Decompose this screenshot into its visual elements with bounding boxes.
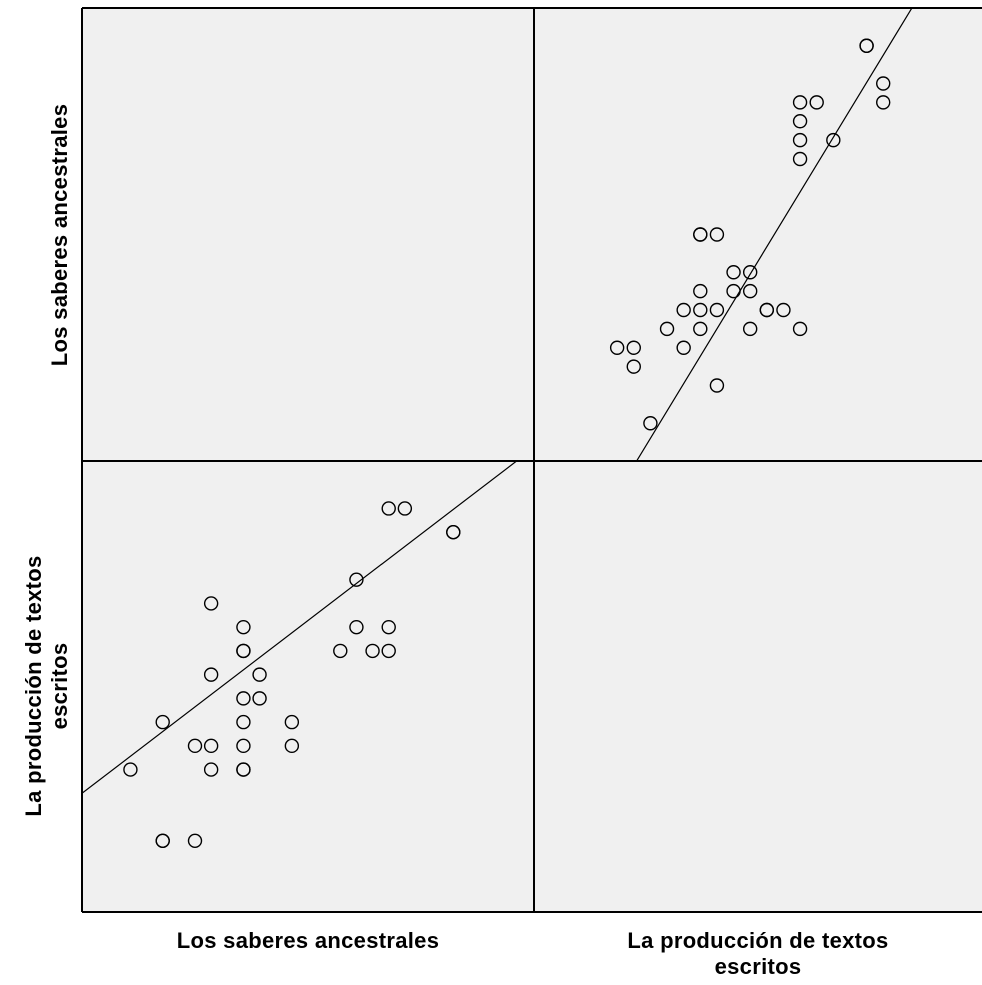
- data-point: [759, 302, 775, 318]
- data-point: [381, 619, 396, 635]
- data-point: [792, 321, 808, 337]
- data-point: [676, 340, 691, 355]
- panel-grid: [81, 7, 982, 913]
- data-point: [609, 340, 625, 355]
- data-point: [381, 501, 396, 516]
- data-point: [123, 762, 138, 777]
- data-point: [284, 738, 300, 754]
- data-point: [792, 95, 808, 110]
- data-point: [236, 643, 251, 659]
- fit-line: [82, 461, 518, 794]
- data-point: [203, 596, 219, 611]
- data-point: [155, 833, 170, 848]
- y-axis-label-2-line2: escritos: [47, 643, 72, 730]
- data-point: [792, 132, 808, 148]
- data-point: [709, 227, 725, 242]
- data-point: [659, 321, 675, 337]
- data-point: [876, 76, 891, 91]
- data-point: [626, 340, 641, 355]
- data-point: [349, 572, 364, 587]
- data-point: [742, 321, 758, 337]
- data-point: [236, 738, 251, 754]
- data-point: [826, 132, 841, 148]
- data-point: [693, 302, 708, 318]
- data-point: [809, 95, 824, 110]
- data-point: [709, 302, 725, 318]
- x-axis-label-2-line2: escritos: [715, 954, 802, 979]
- fit-line: [635, 8, 913, 461]
- data-point: [203, 667, 219, 682]
- data-point: [693, 321, 708, 337]
- data-point: [365, 643, 380, 659]
- data-point: [792, 151, 808, 167]
- data-point: [676, 302, 691, 318]
- data-point: [155, 714, 170, 730]
- panel-top-right: [609, 8, 913, 461]
- data-point: [349, 619, 364, 635]
- panel-bottom-left: [82, 461, 518, 848]
- data-point: [776, 302, 791, 318]
- data-point: [742, 283, 758, 299]
- data-point: [236, 691, 251, 706]
- data-point: [187, 833, 203, 848]
- x-axis-label-1: Los saberes ancestrales: [177, 928, 440, 953]
- data-point: [859, 38, 874, 53]
- data-point: [284, 714, 300, 730]
- data-point: [236, 762, 251, 777]
- data-point: [252, 691, 267, 706]
- y-axis-label-1: Los saberes ancestrales: [47, 104, 72, 367]
- data-point: [693, 283, 708, 299]
- data-point: [203, 762, 219, 777]
- data-point: [643, 416, 658, 431]
- data-point: [381, 643, 396, 659]
- data-point: [709, 378, 725, 393]
- data-point: [236, 619, 251, 635]
- data-point: [187, 738, 203, 754]
- x-axis-label-2-line1: La producción de textos: [627, 928, 888, 953]
- data-point: [876, 95, 891, 110]
- data-point: [626, 359, 641, 374]
- data-point: [792, 114, 808, 129]
- data-point: [397, 501, 413, 516]
- data-point: [726, 265, 741, 280]
- data-point: [446, 525, 461, 540]
- data-point: [252, 667, 267, 682]
- y-axis-label-2-line1: La producción de textos: [21, 555, 46, 816]
- data-point: [236, 714, 251, 730]
- data-point: [726, 283, 741, 299]
- data-point: [742, 265, 758, 280]
- data-point: [333, 643, 348, 659]
- data-point: [693, 227, 708, 242]
- data-point: [203, 738, 219, 754]
